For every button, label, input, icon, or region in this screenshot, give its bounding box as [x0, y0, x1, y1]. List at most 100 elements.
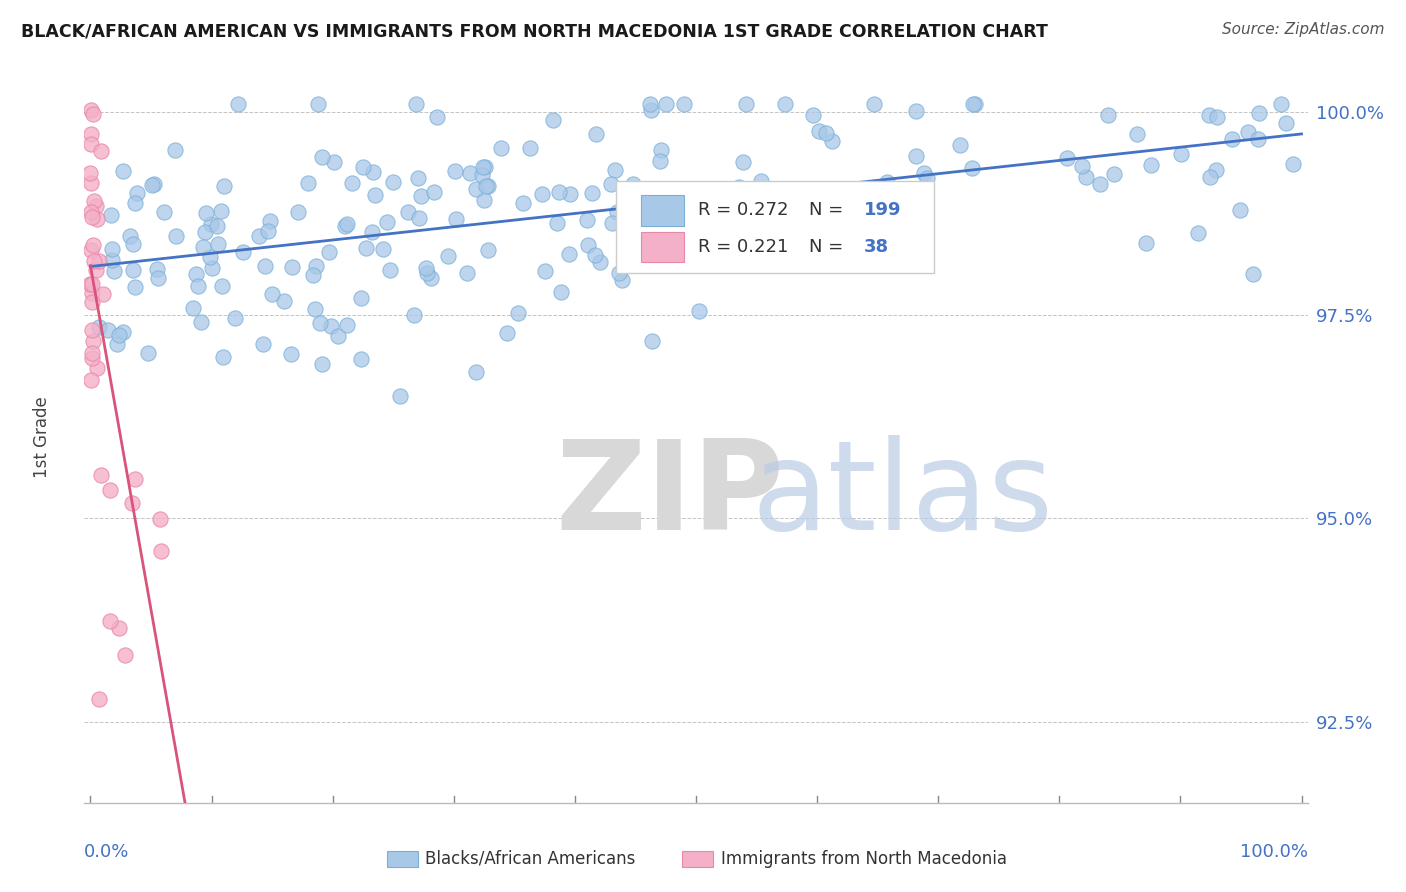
Point — [90, 144, 112, 158]
Point — [471, 168, 494, 182]
Point — [328, 329, 350, 343]
Point — [641, 217, 664, 231]
Point — [112, 163, 135, 178]
Point — [83, 194, 105, 208]
Point — [82, 334, 104, 349]
Point — [80, 346, 103, 360]
Point — [382, 176, 405, 190]
Text: N =: N = — [808, 238, 848, 256]
Bar — [641, 232, 683, 262]
Point — [80, 351, 103, 365]
Text: R = 0.221: R = 0.221 — [699, 238, 789, 256]
Point — [90, 467, 112, 482]
Point — [187, 279, 209, 293]
Point — [581, 186, 603, 201]
Point — [546, 216, 568, 230]
Point — [340, 177, 363, 191]
Point — [583, 247, 606, 261]
Point — [100, 208, 122, 222]
Point — [808, 124, 831, 138]
Point — [226, 96, 249, 111]
Point — [531, 186, 554, 201]
Point — [814, 126, 837, 140]
Point — [207, 237, 229, 252]
Point — [352, 160, 374, 174]
Point — [1125, 127, 1147, 141]
Point — [232, 245, 254, 260]
Point — [97, 323, 120, 337]
Point — [402, 308, 425, 322]
Point — [960, 161, 983, 175]
Point — [436, 250, 458, 264]
Point — [621, 177, 644, 191]
Point — [963, 96, 986, 111]
Point — [84, 263, 107, 277]
Point — [86, 360, 108, 375]
Point — [149, 512, 172, 526]
Point — [1071, 159, 1094, 173]
Point — [506, 306, 529, 320]
Point — [79, 176, 101, 190]
Point — [127, 186, 149, 200]
Point — [962, 96, 984, 111]
Point — [773, 96, 796, 111]
Point — [281, 260, 304, 275]
Point — [477, 243, 499, 257]
Point — [1220, 132, 1243, 146]
Point — [558, 247, 581, 261]
Point — [389, 389, 412, 403]
Point — [733, 244, 755, 258]
Point — [141, 178, 163, 192]
Point — [519, 141, 541, 155]
Point — [860, 214, 883, 228]
Point — [876, 175, 898, 189]
Point — [1247, 106, 1270, 120]
Point — [831, 186, 853, 200]
Point — [474, 160, 496, 174]
Point — [444, 212, 467, 227]
Point — [647, 194, 669, 208]
Point — [105, 336, 128, 351]
Point — [212, 179, 235, 194]
Point — [194, 225, 217, 239]
Point — [122, 237, 145, 252]
Point — [79, 166, 101, 180]
Point — [801, 108, 824, 122]
Text: Blacks/African Americans: Blacks/African Americans — [425, 850, 636, 868]
Point — [550, 285, 572, 299]
Point — [308, 316, 330, 330]
Point — [912, 165, 935, 179]
Point — [193, 239, 215, 253]
Text: 199: 199 — [863, 202, 901, 219]
Point — [1198, 108, 1220, 122]
Point — [749, 174, 772, 188]
Point — [496, 326, 519, 340]
Point — [211, 203, 233, 218]
Point — [426, 110, 449, 124]
Point — [80, 210, 103, 224]
Point — [1140, 158, 1163, 172]
Text: ZIP: ZIP — [555, 435, 785, 556]
Text: R = 0.272: R = 0.272 — [699, 202, 789, 219]
Point — [297, 176, 319, 190]
Point — [247, 229, 270, 244]
Point — [728, 180, 751, 194]
Point — [211, 279, 233, 293]
Point — [648, 153, 671, 168]
Point — [733, 155, 755, 169]
Point — [98, 614, 121, 628]
Point — [86, 212, 108, 227]
Point — [610, 273, 633, 287]
Point — [905, 149, 928, 163]
Point — [224, 311, 246, 326]
Text: Immigrants from North Macedonia: Immigrants from North Macedonia — [721, 850, 1007, 868]
Point — [103, 264, 125, 278]
Point — [1281, 157, 1303, 171]
Point — [1074, 169, 1097, 184]
Point — [465, 182, 488, 196]
Point — [143, 178, 166, 192]
Point — [411, 189, 433, 203]
Point — [631, 224, 654, 238]
Text: N =: N = — [808, 202, 848, 219]
Point — [512, 196, 534, 211]
